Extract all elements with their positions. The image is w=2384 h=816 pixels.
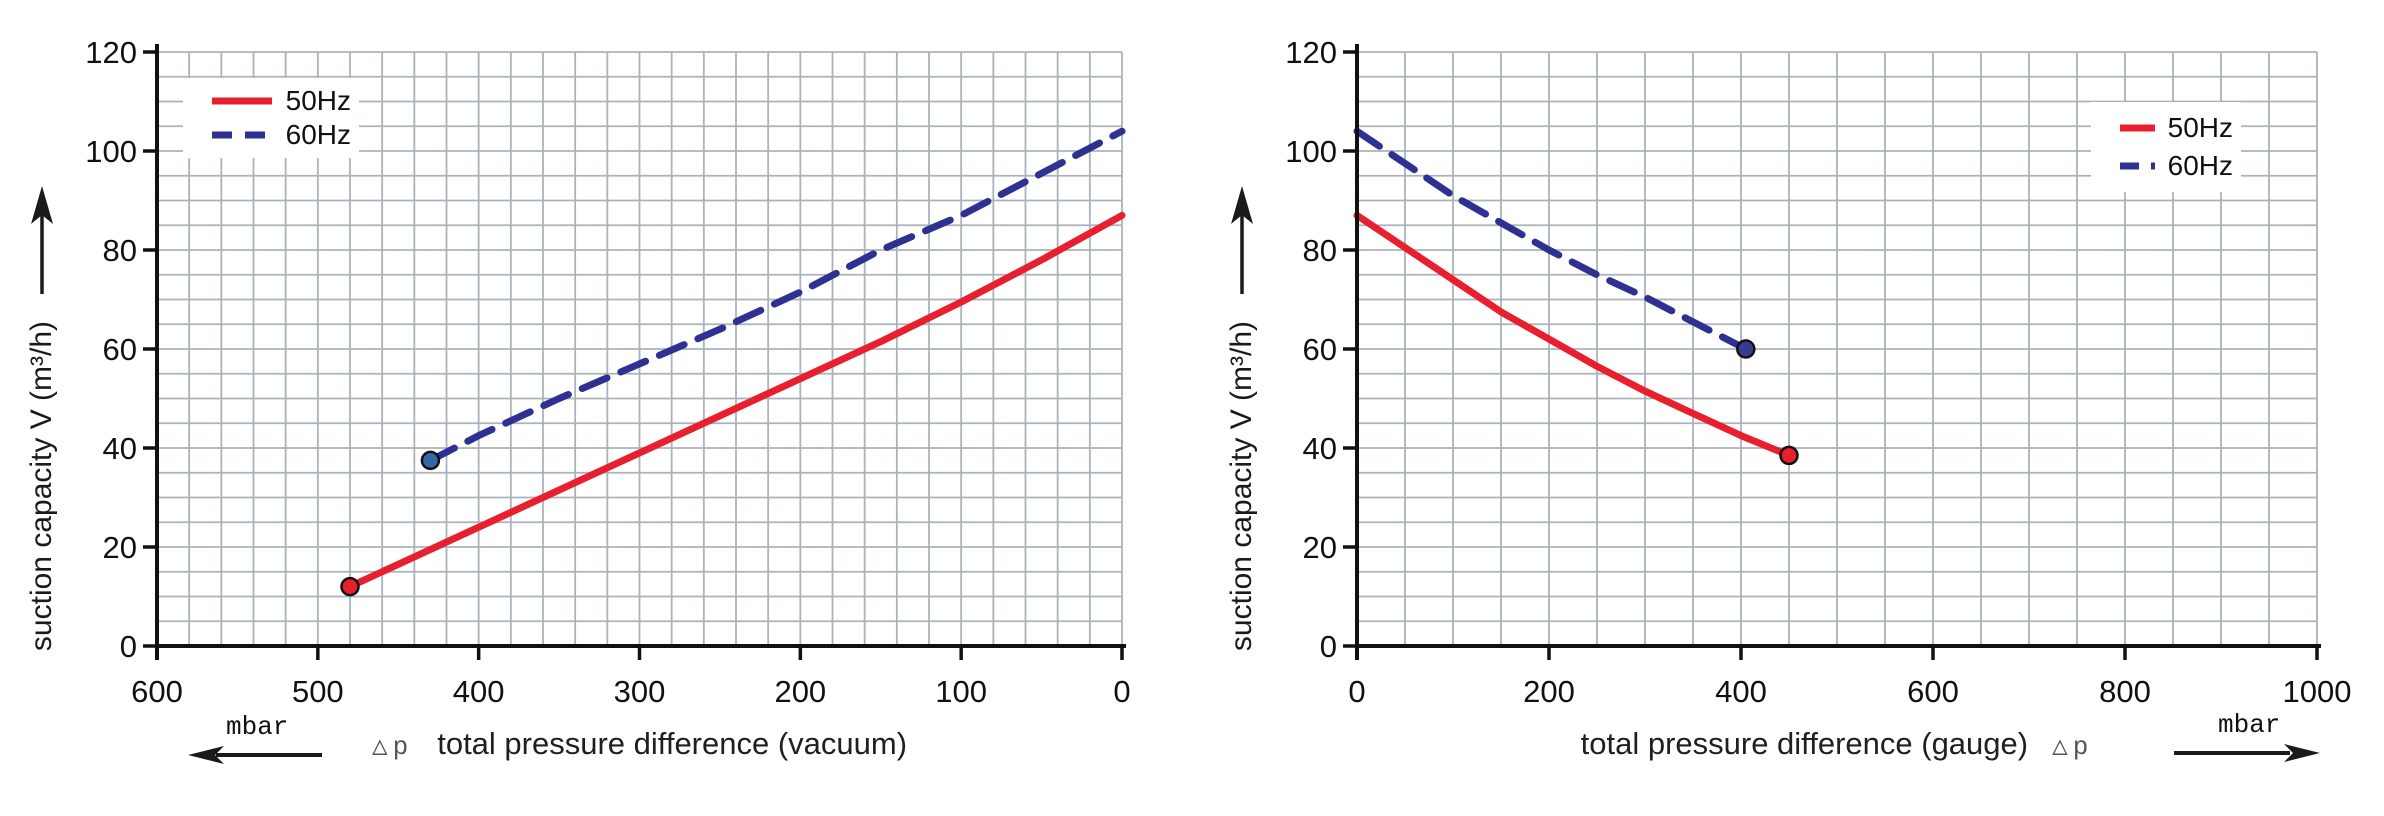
y-axis-up-arrow-icon: [1231, 186, 1253, 294]
legend-dashed-line-icon: [212, 131, 272, 139]
x-axis-title-row: total pressure difference (gauge) △p: [1357, 726, 2317, 762]
x-tick-label: 200: [774, 674, 826, 709]
x-tick-label: 1000: [2283, 674, 2352, 709]
x-tick-label: 400: [453, 674, 505, 709]
mbar-left-arrow-icon: [188, 746, 322, 764]
x-tick-label: 500: [292, 674, 344, 709]
y-tick-label: 0: [120, 629, 137, 664]
legend-dashed-line-icon: [2120, 162, 2155, 170]
y-axis-label: suction capacity V (m³/h): [1225, 320, 1258, 652]
x-tick-label: 600: [131, 674, 183, 709]
legend: 50Hz 60Hz: [2091, 102, 2241, 192]
y-tick-label: 40: [103, 431, 137, 466]
x-tick-label: 0: [1348, 674, 1365, 709]
x-axis-label: total pressure difference (vacuum): [437, 726, 908, 761]
legend-item-50hz: 50Hz: [2119, 112, 2233, 144]
x-unit-label: mbar: [2218, 710, 2281, 740]
x-tick-label: 600: [1907, 674, 1959, 709]
y-tick-label: 60: [103, 332, 137, 367]
marker-60hz: [1736, 339, 1756, 359]
mbar-right-arrow-icon: [2174, 744, 2320, 762]
marker-60hz: [420, 450, 441, 471]
legend-solid-line-icon: [2120, 124, 2155, 132]
marker-50hz: [340, 576, 360, 597]
plot-area-vacuum: 600 500 400 300 200 100 0 0 20 40 60 80 100 120: [85, 35, 1130, 709]
x-unit-label: mbar: [226, 712, 289, 742]
y-tick-label: 0: [1320, 629, 1337, 664]
x-tick-label: 100: [935, 674, 987, 709]
y-tick-label: 60: [1303, 332, 1337, 367]
legend-solid-line-icon: [212, 97, 272, 105]
y-tick-label: 80: [103, 233, 137, 268]
legend-label-50hz: 50Hz: [2167, 112, 2233, 143]
x-axis-title-row: △p total pressure difference (vacuum): [157, 726, 1122, 762]
legend-label-60hz: 60Hz: [2167, 150, 2233, 181]
legend-item-60hz: 60Hz: [2119, 150, 2233, 182]
legend-label-60hz: 60Hz: [285, 119, 351, 151]
x-tick-label: 400: [1715, 674, 1767, 709]
x-tick-label: 800: [2099, 674, 2151, 709]
series-line-60hz: [1353, 127, 1750, 353]
x-tick-label: 200: [1523, 674, 1575, 709]
series-line-50hz: [1353, 211, 1793, 459]
legend-item-60hz: 60Hz: [211, 119, 351, 151]
y-tick-label: 20: [1303, 530, 1337, 565]
x-unit-block: mbar: [2172, 710, 2322, 764]
legend-label-50hz: 50Hz: [285, 84, 351, 116]
delta-p-symbol: △p: [371, 732, 414, 762]
y-tick-label: 100: [85, 134, 137, 169]
x-axis-label: total pressure difference (gauge): [1580, 726, 2029, 761]
legend: 50Hz 60Hz: [183, 78, 359, 158]
y-axis-label: suction capacity V (m³/h): [25, 320, 58, 652]
delta-p-symbol: △p: [2052, 732, 2094, 762]
y-tick-label: 120: [1285, 35, 1337, 70]
y-tick-label: 100: [1285, 134, 1337, 169]
legend-item-50hz: 50Hz: [211, 85, 351, 117]
x-tick-label: 300: [614, 674, 666, 709]
y-tick-label: 120: [85, 35, 137, 70]
x-unit-block: mbar: [186, 712, 324, 766]
marker-50hz: [1779, 445, 1799, 466]
plot-area-gauge: 0 200 400 600 800 1000 0 20 40 60 80 100 120: [1285, 35, 2351, 709]
series-line-50hz: [346, 211, 1126, 591]
series-line-60hz: [426, 127, 1126, 464]
y-tick-label: 20: [103, 530, 137, 565]
y-axis-up-arrow-icon: [31, 186, 53, 294]
y-tick-label: 40: [1303, 431, 1337, 466]
x-tick-label: 0: [1113, 674, 1130, 709]
y-tick-label: 80: [1303, 233, 1337, 268]
